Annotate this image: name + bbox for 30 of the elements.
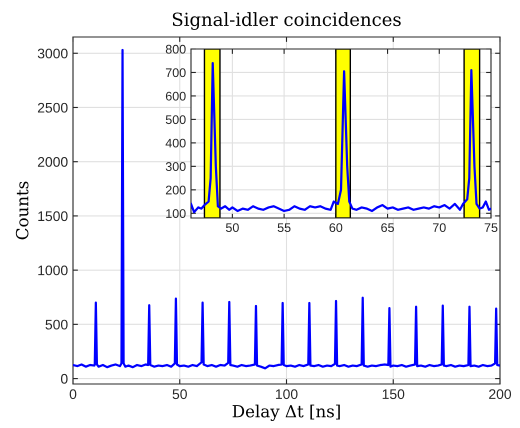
y-tick-label: 1500 bbox=[38, 211, 68, 222]
y-tick-label: 0 bbox=[60, 374, 68, 384]
x-tick-label: 75 bbox=[484, 223, 498, 232]
x-tick-label: 70 bbox=[432, 223, 446, 232]
x-tick-label: 200 bbox=[489, 389, 512, 400]
y-tick-label: 400 bbox=[166, 138, 186, 148]
x-tick-label: 55 bbox=[278, 223, 291, 232]
x-axis-title: Delay Δt [ns] bbox=[232, 404, 340, 421]
y-tick-label: 800 bbox=[166, 44, 186, 54]
x-tick-label: 60 bbox=[330, 223, 342, 232]
y-tick-label: 200 bbox=[166, 186, 186, 194]
y-tick-label: 1000 bbox=[38, 265, 68, 276]
y-tick-label: 500 bbox=[46, 320, 68, 330]
x-tick-label: 65 bbox=[381, 223, 394, 232]
y-tick-label: 3000 bbox=[38, 48, 68, 58]
y-tick-label: 100 bbox=[166, 209, 186, 218]
y-tick-label: 600 bbox=[166, 92, 186, 101]
y-tick-label: 2000 bbox=[38, 157, 68, 167]
line-series bbox=[191, 62, 491, 214]
x-tick-label: 50 bbox=[226, 223, 239, 232]
x-tick-label: 150 bbox=[382, 389, 404, 400]
y-axis-title: Counts bbox=[16, 182, 28, 240]
x-tick-label: 0 bbox=[70, 389, 76, 400]
y-tick-label: 700 bbox=[166, 68, 186, 78]
x-tick-label: 100 bbox=[276, 389, 298, 400]
y-tick-label: 300 bbox=[166, 162, 186, 172]
y-tick-label: 2500 bbox=[38, 102, 68, 113]
chart-title: Signal-idler coincidences bbox=[172, 12, 401, 30]
x-tick-label: 50 bbox=[172, 389, 187, 400]
y-tick-label: 500 bbox=[166, 115, 186, 124]
